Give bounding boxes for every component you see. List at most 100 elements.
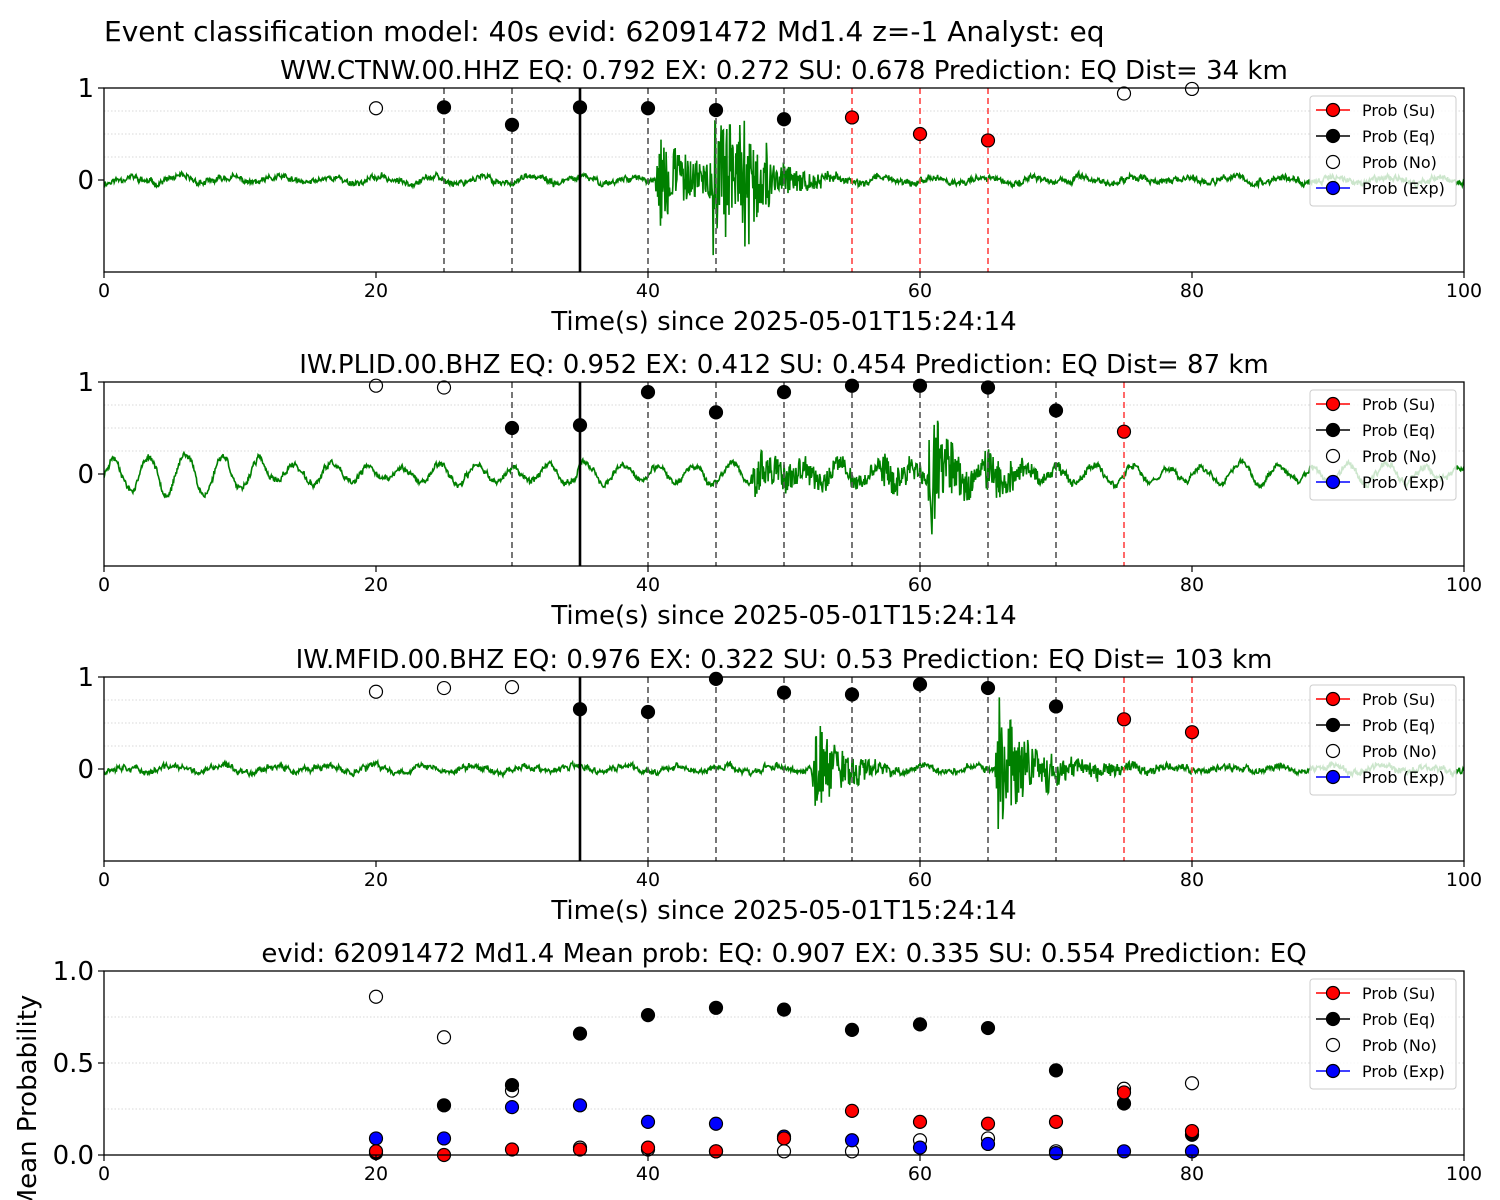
- x-tick-label: 20: [364, 280, 388, 302]
- mean-prob-marker-eq: [504, 1077, 520, 1093]
- legend-marker-su: [1325, 396, 1341, 412]
- prob-marker-eq: [640, 101, 656, 116]
- y-axis-label: Mean Probability: [13, 995, 43, 1200]
- legend-box: [1309, 978, 1457, 1090]
- x-tick-label: 80: [1180, 1163, 1204, 1185]
- legend-label: Prob (Exp): [1362, 1062, 1445, 1081]
- x-tick-label: 60: [908, 280, 932, 302]
- chart-panel-4: evid: 62091472 Md1.4 Mean prob: EQ: 0.90…: [13, 939, 1482, 1200]
- mean-prob-marker-exp: [708, 1116, 724, 1131]
- x-tick-label: 0: [98, 280, 110, 302]
- x-tick-label: 100: [1446, 574, 1482, 596]
- legend-box: [1309, 684, 1457, 796]
- mean-prob-marker-su: [1116, 1085, 1132, 1100]
- mean-prob-marker-exp: [368, 1131, 384, 1146]
- legend-marker-eq: [1325, 1011, 1341, 1027]
- legend-marker-su: [1325, 691, 1341, 707]
- prob-marker-su: [1116, 424, 1132, 439]
- x-tick-label: 0: [98, 869, 110, 891]
- x-tick-label: 40: [636, 280, 660, 302]
- legend-box: [1309, 389, 1457, 501]
- y-tick-label: 1: [77, 663, 94, 693]
- mean-prob-marker-su: [1048, 1114, 1064, 1129]
- legend-label: Prob (Exp): [1362, 473, 1445, 492]
- legend-label: Prob (Su): [1362, 690, 1435, 709]
- x-tick-label: 40: [636, 1163, 660, 1185]
- mean-prob-marker-exp: [844, 1133, 860, 1148]
- x-tick-label: 60: [908, 574, 932, 596]
- y-tick-label: 1.0: [53, 957, 94, 987]
- prob-marker-no: [1184, 81, 1200, 97]
- prob-marker-eq: [776, 112, 792, 127]
- mean-prob-marker-eq: [912, 1017, 928, 1032]
- prob-marker-eq: [640, 385, 656, 400]
- legend-marker-exp: [1325, 474, 1341, 490]
- mean-prob-marker-exp: [640, 1114, 656, 1129]
- legend-label: Prob (Exp): [1362, 179, 1445, 198]
- mean-prob-marker-su: [844, 1103, 860, 1118]
- prob-marker-eq: [572, 418, 588, 433]
- legend-label: Prob (Eq): [1362, 421, 1435, 440]
- x-tick-label: 60: [908, 1163, 932, 1185]
- prob-marker-no: [436, 680, 452, 696]
- legend-marker-su: [1325, 985, 1341, 1001]
- prob-marker-eq: [912, 677, 928, 692]
- prob-marker-no: [1116, 86, 1132, 101]
- prob-marker-su: [1116, 712, 1132, 727]
- prob-marker-eq: [708, 671, 724, 686]
- prob-marker-no: [368, 378, 384, 393]
- x-tick-label: 80: [1180, 280, 1204, 302]
- x-axis-label: Time(s) since 2025-05-01T15:24:14: [550, 601, 1016, 631]
- prob-marker-no: [436, 380, 452, 395]
- mean-prob-marker-no: [1184, 1076, 1200, 1091]
- legend: Prob (Su) Prob (Eq) Prob (No) Prob (Exp): [1309, 95, 1457, 207]
- prob-marker-su: [844, 110, 860, 125]
- mean-prob-marker-eq: [436, 1098, 452, 1113]
- x-tick-label: 20: [364, 869, 388, 891]
- x-tick-label: 0: [98, 574, 110, 596]
- legend-box: [1309, 95, 1457, 207]
- y-tick-label: 0.5: [53, 1049, 94, 1079]
- mean-prob-marker-eq: [980, 1020, 996, 1036]
- mean-prob-marker-exp: [1116, 1144, 1132, 1159]
- legend-marker-eq: [1325, 422, 1341, 438]
- mean-prob-marker-no: [436, 1030, 452, 1045]
- chart-panel-3: IW.MFID.00.BHZ EQ: 0.976 EX: 0.322 SU: 0…: [77, 645, 1482, 926]
- mean-prob-marker-eq: [1048, 1063, 1064, 1078]
- y-tick-label: 0: [77, 166, 94, 196]
- legend-marker-no: [1325, 1037, 1341, 1053]
- mean-prob-marker-su: [640, 1140, 656, 1155]
- x-axis-label: Time(s) since 2025-05-01T15:24:14: [550, 896, 1016, 926]
- prob-marker-eq: [436, 100, 452, 115]
- y-tick-label: 0: [77, 460, 94, 490]
- mean-prob-marker-exp: [980, 1136, 996, 1152]
- chart-title: IW.PLID.00.BHZ EQ: 0.952 EX: 0.412 SU: 0…: [299, 350, 1269, 380]
- prob-marker-su: [980, 133, 996, 148]
- x-tick-label: 100: [1446, 1163, 1482, 1185]
- legend-marker-no: [1325, 448, 1341, 464]
- chart-panel-1: WW.CTNW.00.HHZ EQ: 0.792 EX: 0.272 SU: 0…: [77, 56, 1482, 337]
- mean-prob-marker-exp: [436, 1131, 452, 1146]
- prob-marker-su: [912, 126, 928, 142]
- legend-label: Prob (Eq): [1362, 1010, 1435, 1029]
- mean-prob-marker-no: [368, 989, 384, 1004]
- prob-marker-eq: [844, 378, 860, 393]
- legend-label: Prob (Exp): [1362, 768, 1445, 787]
- x-tick-label: 0: [98, 1163, 110, 1185]
- prob-marker-eq: [912, 378, 928, 393]
- mean-prob-marker-su: [980, 1116, 996, 1131]
- x-tick-label: 40: [636, 869, 660, 891]
- legend: Prob (Su) Prob (Eq) Prob (No) Prob (Exp): [1309, 389, 1457, 501]
- legend-marker-no: [1325, 743, 1341, 759]
- mean-prob-marker-exp: [572, 1098, 588, 1113]
- x-tick-label: 20: [364, 574, 388, 596]
- legend-label: Prob (Eq): [1362, 716, 1435, 735]
- x-tick-label: 80: [1180, 869, 1204, 891]
- y-tick-label: 0: [77, 755, 94, 785]
- prob-marker-no: [368, 684, 384, 699]
- prob-marker-eq: [776, 385, 792, 400]
- legend-label: Prob (Eq): [1362, 127, 1435, 146]
- mean-prob-marker-exp: [504, 1100, 520, 1115]
- chart-title: WW.CTNW.00.HHZ EQ: 0.792 EX: 0.272 SU: 0…: [280, 56, 1288, 86]
- x-tick-label: 60: [908, 869, 932, 891]
